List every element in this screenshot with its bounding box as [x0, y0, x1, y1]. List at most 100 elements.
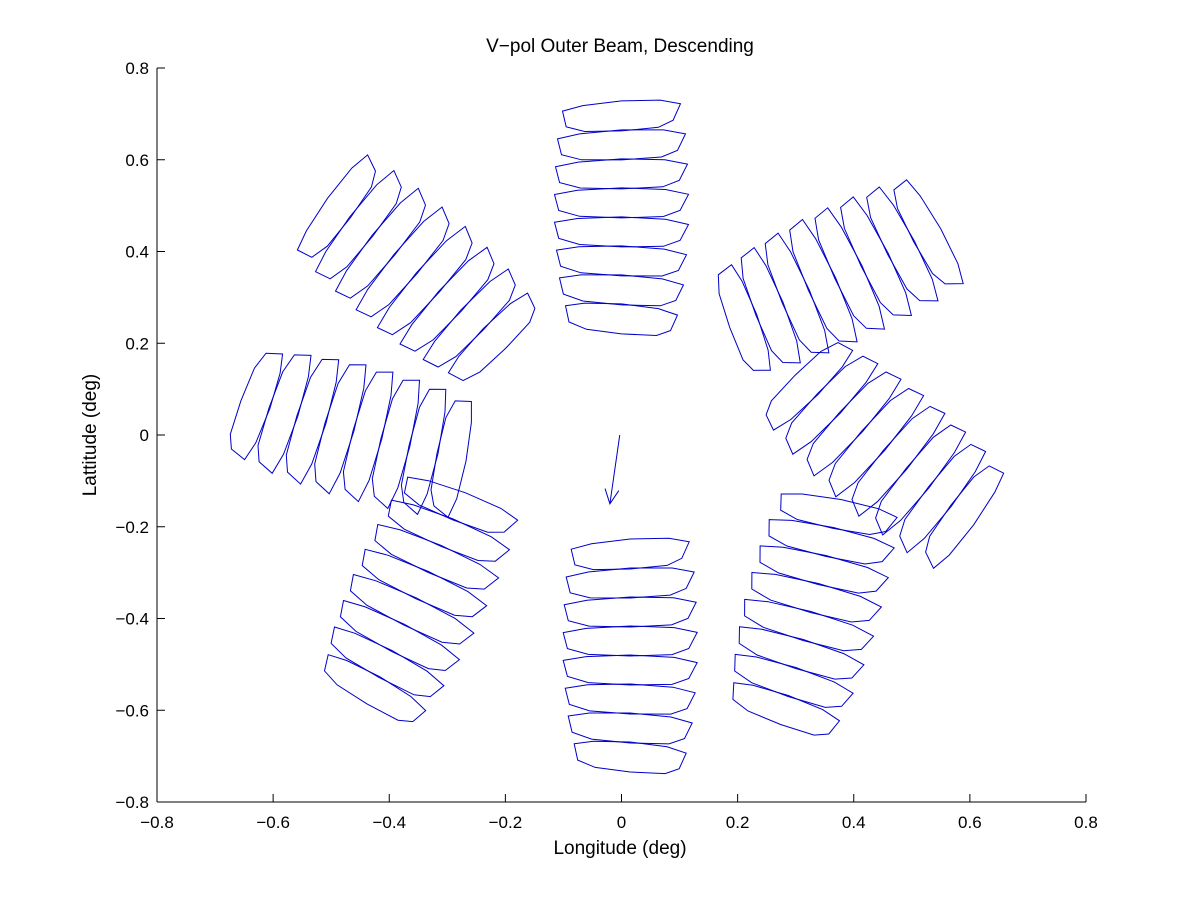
beam-footprint [339, 599, 461, 672]
beam-footprint [925, 465, 1005, 570]
beam-footprint [403, 476, 519, 533]
x-tick-label: 0 [617, 813, 626, 832]
x-tick-label: −0.2 [489, 813, 523, 832]
chart-title: V−pol Outer Beam, Descending [486, 36, 754, 57]
beam-footprint [229, 352, 284, 461]
beam-footprint [764, 232, 830, 354]
beam-footprint [564, 683, 696, 715]
beam-footprint [740, 246, 801, 364]
arrow-shaft [609, 434, 621, 504]
beam-footprint [768, 519, 896, 565]
beam-footprint [717, 263, 771, 371]
beam-footprint [561, 99, 682, 133]
beam-footprint [840, 196, 913, 317]
y-tick-label: −0.4 [115, 610, 149, 629]
beam-footprint [257, 354, 312, 475]
beam-footprint [556, 129, 687, 161]
x-axis-label: Longitude (deg) [553, 838, 686, 859]
beam-footprint [430, 400, 472, 519]
y-tick-label: 0.6 [125, 151, 149, 170]
x-tick-label: 0.6 [958, 813, 982, 832]
beam-footprint [349, 573, 475, 645]
beam-footprint [355, 206, 450, 318]
beam-footprint [738, 626, 865, 680]
y-axis-label: Lattitude (deg) [80, 374, 101, 497]
x-tick-label: 0.8 [1074, 813, 1098, 832]
footprint-cluster [717, 179, 964, 371]
beam-footprint [785, 355, 879, 455]
beam-footprint [759, 545, 890, 594]
x-tick-label: −0.4 [372, 813, 406, 832]
beam-footprints [229, 99, 1005, 775]
beam-footprint [554, 158, 689, 190]
beam-footprint [399, 246, 495, 352]
beam-footprint [400, 388, 447, 516]
beam-footprint [422, 268, 516, 368]
footprint-cluster [229, 352, 472, 519]
x-tick-label: 0.2 [726, 813, 750, 832]
beam-footprint [361, 548, 488, 618]
beam-footprint [553, 216, 690, 248]
beam-footprint [893, 179, 964, 285]
footprint-cluster [732, 493, 898, 736]
beam-footprint [387, 499, 511, 562]
beam-footprint [573, 740, 687, 775]
y-tick-label: 0.4 [125, 243, 149, 262]
footprint-cluster [562, 537, 698, 775]
beam-footprint [558, 274, 685, 307]
beam-footprint [374, 523, 500, 590]
beam-footprint [553, 187, 690, 219]
x-tick-label: 0.4 [842, 813, 866, 832]
beam-footprint [875, 424, 967, 536]
beam-footprint [314, 169, 402, 280]
y-tick-label: −0.6 [115, 701, 149, 720]
beam-footprint [565, 567, 695, 599]
footprint-cluster [323, 476, 519, 723]
beam-footprint [376, 225, 473, 336]
y-tick-label: 0.2 [125, 334, 149, 353]
beam-footprint [814, 207, 886, 330]
beam-footprint [851, 405, 946, 518]
beam-footprint [330, 626, 445, 698]
beam-footprint [734, 653, 854, 708]
beam-footprint [765, 342, 854, 431]
direction-arrow [604, 434, 621, 505]
footprint-cluster [296, 154, 536, 382]
beam-footprint [296, 154, 377, 258]
arrow-head [604, 488, 620, 505]
x-tick-label: −0.6 [256, 813, 290, 832]
beam-footprint [564, 302, 679, 337]
beam-footprint [371, 379, 421, 510]
beam-footprint [562, 654, 698, 686]
footprint-cluster [553, 99, 690, 337]
axes: −0.8 −0.6 −0.4 −0.2 0 0.2 0.4 0.6 0.8 0.8 0.6 0.4 0.… [115, 59, 1097, 832]
beam-footprint [780, 493, 898, 536]
beam-footprint [285, 358, 340, 485]
y-tick-label: 0.8 [125, 59, 149, 78]
beam-footprint [570, 537, 690, 571]
beam-footprint [751, 571, 883, 623]
footprint-cluster [765, 342, 1005, 570]
beam-footprint [447, 292, 536, 382]
beam-footprint [828, 387, 925, 498]
beam-footprint [567, 712, 693, 745]
beam-footprint [744, 598, 875, 652]
y-tick-label: 0 [140, 426, 149, 445]
beam-footprint [732, 682, 841, 736]
beam-footprint [806, 371, 902, 477]
beam-footprint [866, 186, 939, 302]
beam-footprint [899, 443, 987, 554]
beam-footprint [555, 245, 688, 277]
x-tick-label: −0.8 [140, 813, 174, 832]
beam-footprint [314, 364, 367, 495]
beam-footprint [323, 654, 427, 723]
beam-footprint [562, 625, 698, 657]
beam-footprint [563, 596, 697, 628]
beam-footprint [342, 371, 394, 503]
y-tick-label: −0.2 [115, 518, 149, 537]
beam-footprint [334, 187, 427, 299]
y-tick-label: −0.8 [115, 793, 149, 812]
beam-footprint [789, 218, 858, 343]
